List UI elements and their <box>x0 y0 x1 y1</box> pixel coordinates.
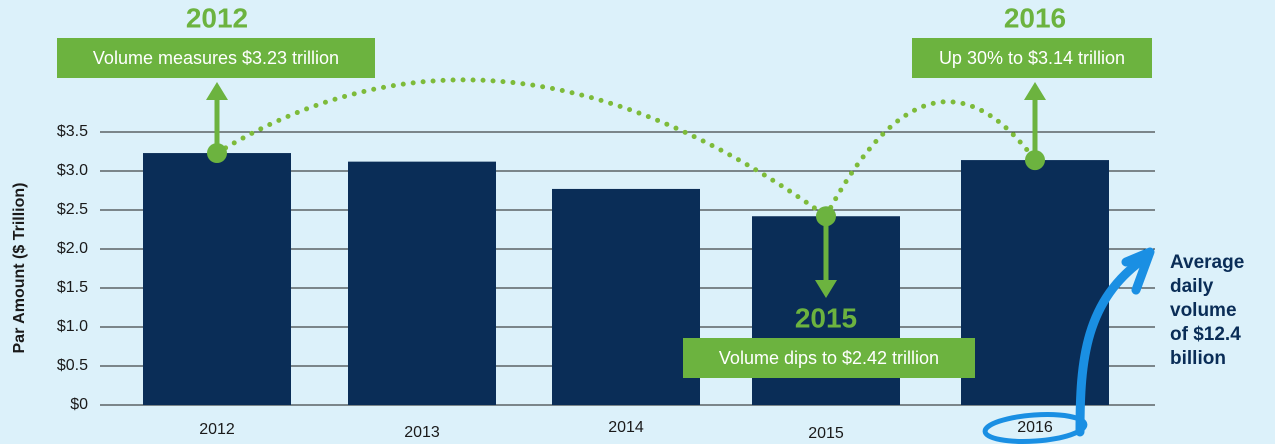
annotation-title: 2016 <box>1004 2 1066 33</box>
side-note: volume <box>1170 300 1237 321</box>
arrow-head <box>815 280 837 298</box>
annotation-box <box>57 38 375 78</box>
y-axis-label: Par Amount ($ Trillion) <box>11 183 28 354</box>
annotation-title: 2012 <box>186 2 248 33</box>
annotation-point <box>816 206 836 227</box>
highlight-arrow <box>1075 253 1150 437</box>
side-note: billion <box>1170 348 1226 369</box>
side-note: Average <box>1170 252 1244 273</box>
annotation-point <box>1025 150 1045 171</box>
highlight-arrowhead <box>1121 247 1155 295</box>
annotation-text: Up 30% to $3.14 trillion <box>939 48 1125 68</box>
trend-dots <box>214 77 829 219</box>
x-tick-label: 2013 <box>404 424 440 441</box>
x-tick-label: 2012 <box>199 421 235 438</box>
y-tick-label: $2.0 <box>57 240 88 257</box>
y-tick-label: $1.0 <box>57 318 88 335</box>
x-tick-label: 2016 <box>1017 419 1053 436</box>
trend-dots <box>823 99 1038 219</box>
annotation-box <box>683 338 975 378</box>
annotation-text: Volume dips to $2.42 trillion <box>719 348 939 368</box>
annotation-text: Volume measures $3.23 trillion <box>93 48 339 68</box>
x-tick-label: 2014 <box>608 419 644 436</box>
x-tick-label: 2015 <box>808 425 844 442</box>
side-note: daily <box>1170 276 1214 297</box>
bar <box>552 188 700 405</box>
bar <box>143 153 291 405</box>
y-tick-label: $3.0 <box>57 162 88 179</box>
y-tick-label: $0 <box>70 396 88 413</box>
y-tick-label: $3.5 <box>57 123 88 140</box>
side-note: of $12.4 <box>1170 324 1241 345</box>
bar <box>348 161 496 405</box>
annotation-point <box>207 143 227 164</box>
y-tick-label: $0.5 <box>57 357 88 374</box>
annotation-title: 2015 <box>795 302 857 333</box>
arrow-head <box>206 82 228 100</box>
highlight-circle <box>982 412 1088 444</box>
y-tick-label: $2.5 <box>57 201 88 218</box>
arrow-head <box>1024 82 1046 100</box>
y-tick-label: $1.5 <box>57 279 88 296</box>
annotation-box <box>912 38 1152 78</box>
